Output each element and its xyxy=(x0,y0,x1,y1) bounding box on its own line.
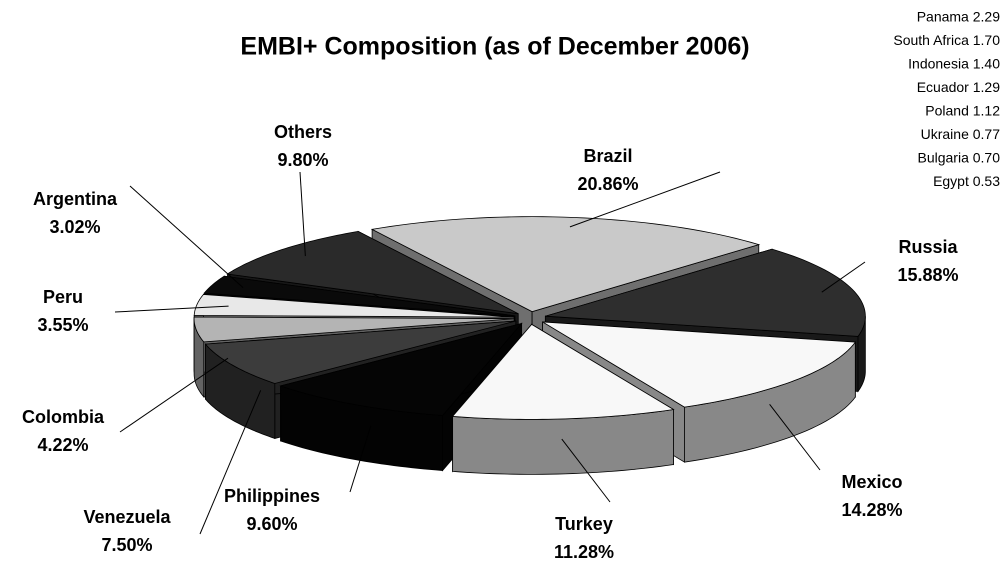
slice-label: Others xyxy=(274,122,332,142)
slice-label: Peru xyxy=(43,287,83,307)
slice-top xyxy=(193,316,515,343)
slice-top xyxy=(203,275,515,317)
slice-top xyxy=(542,321,857,408)
leader-line xyxy=(561,438,611,503)
slice-label: Philippines xyxy=(224,486,320,506)
slice-label: Russia xyxy=(898,237,958,257)
slice-top xyxy=(204,320,516,384)
slice-label: Venezuela xyxy=(83,507,171,527)
slice-value: 9.80% xyxy=(277,150,328,170)
annotation: South Africa 1.70 xyxy=(893,32,1000,48)
slice-value: 9.60% xyxy=(246,514,297,534)
leader-line xyxy=(349,425,372,493)
leader-line xyxy=(114,305,229,313)
slice-top xyxy=(279,322,523,416)
slice-top xyxy=(370,216,761,313)
chart-title: EMBI+ Composition (as of December 2006) xyxy=(240,33,749,61)
slice-value: 14.28% xyxy=(841,500,902,520)
annotation: Egypt 0.53 xyxy=(933,173,1000,189)
slice-label: Colombia xyxy=(22,407,105,427)
annotation: Ecuador 1.29 xyxy=(917,79,1000,95)
leader-line xyxy=(299,171,306,257)
leader-line xyxy=(199,390,262,535)
slice-label: Mexico xyxy=(841,472,902,492)
slice-value: 4.22% xyxy=(37,435,88,455)
slice xyxy=(451,323,675,475)
annotation: Indonesia 1.40 xyxy=(908,56,1000,72)
leader-line xyxy=(769,403,821,471)
annotation: Ukraine 0.77 xyxy=(921,126,1001,142)
leader-line xyxy=(569,171,721,228)
slice-value: 20.86% xyxy=(577,174,638,194)
slice-top xyxy=(451,323,675,420)
annotation: Bulgaria 0.70 xyxy=(917,150,1000,166)
leader-line xyxy=(821,261,866,293)
slice-value: 11.28% xyxy=(554,542,614,562)
slice-value: 3.02% xyxy=(49,217,100,237)
slice-top xyxy=(545,248,866,337)
annotation: Panama 2.29 xyxy=(917,9,1000,25)
leader-line xyxy=(129,185,244,289)
slice-value: 15.88% xyxy=(897,265,958,285)
slice-value: 3.55% xyxy=(37,315,88,335)
annotation: Poland 1.12 xyxy=(925,103,1000,119)
slice-label: Turkey xyxy=(555,514,613,534)
slice-top xyxy=(193,294,515,318)
slice-top xyxy=(226,230,519,315)
slice-label: Brazil xyxy=(583,146,632,166)
slice-value: 7.50% xyxy=(101,535,152,555)
slice-label: Argentina xyxy=(33,189,118,209)
leader-line xyxy=(119,357,229,433)
